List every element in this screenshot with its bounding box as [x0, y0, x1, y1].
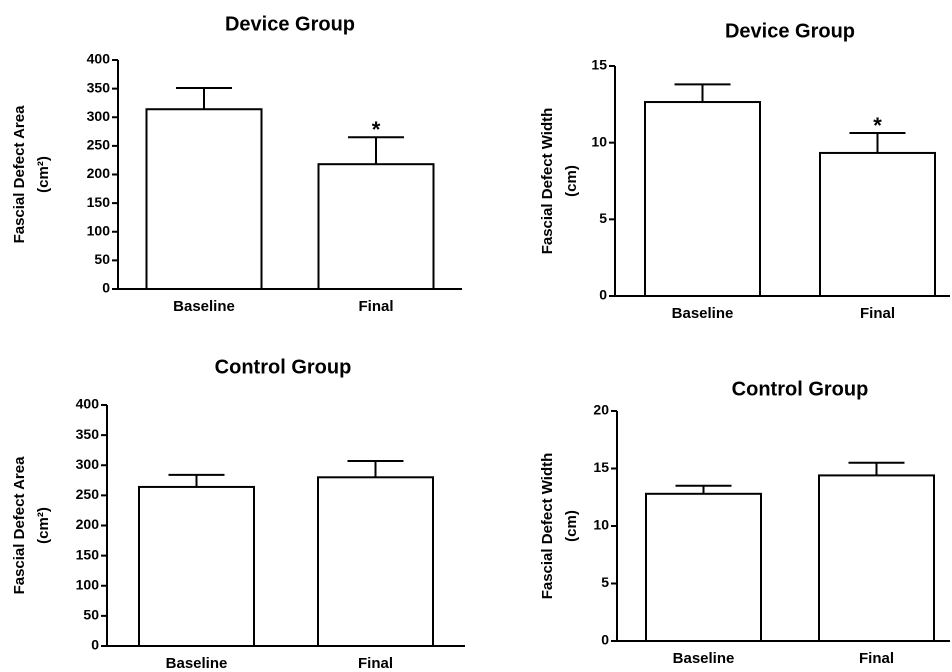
y-tick-label: 200 [76, 516, 100, 532]
y-tick-label: 5 [599, 210, 607, 226]
y-axis-label: (cm²) [35, 507, 52, 544]
y-tick-label: 0 [102, 280, 110, 296]
y-tick-label: 100 [76, 576, 100, 592]
y-tick-label: 300 [76, 456, 100, 472]
y-tick-label: 150 [76, 546, 100, 562]
y-tick-label: 15 [591, 57, 607, 73]
x-tick-label: Final [859, 650, 894, 667]
y-tick-label: 0 [91, 637, 99, 653]
x-tick-label: Final [358, 655, 393, 672]
significance-marker: * [372, 117, 381, 142]
y-tick-label: 300 [87, 108, 111, 124]
y-tick-label: 400 [87, 51, 111, 67]
bar [644, 101, 761, 297]
x-tick-label: Final [358, 298, 393, 315]
y-axis-label: Fascial Defect Area [11, 456, 28, 595]
y-tick-label: 250 [87, 137, 111, 153]
x-tick-label: Baseline [672, 305, 734, 322]
y-axis-label: Fascial Defect Width [539, 453, 556, 600]
x-tick-label: Final [860, 305, 895, 322]
y-tick-label: 15 [593, 459, 609, 475]
significance-marker: * [873, 113, 882, 138]
y-tick-label: 50 [94, 251, 110, 267]
bar [138, 485, 255, 647]
y-axis-label: (cm²) [35, 156, 52, 193]
y-axis-label: (cm) [563, 165, 580, 197]
y-tick-label: 150 [87, 194, 111, 210]
y-tick-label: 250 [76, 486, 100, 502]
y-tick-label: 0 [601, 632, 609, 648]
y-tick-label: 10 [591, 133, 607, 149]
x-tick-label: Baseline [673, 650, 735, 667]
y-tick-label: 50 [83, 607, 99, 623]
panel-title: Control Group [732, 378, 869, 400]
panel-title: Device Group [725, 20, 855, 42]
bar [818, 474, 935, 642]
y-axis-label: Fascial Defect Width [539, 108, 556, 255]
y-tick-label: 100 [87, 222, 111, 238]
bar [317, 476, 434, 647]
y-axis-label: Fascial Defect Area [11, 105, 28, 244]
bar [645, 492, 762, 642]
panel-title: Control Group [215, 356, 352, 378]
x-tick-label: Baseline [166, 655, 228, 672]
bar [819, 151, 936, 297]
y-tick-label: 0 [599, 287, 607, 303]
y-axis-label: (cm) [563, 510, 580, 542]
bar [317, 163, 435, 291]
y-tick-label: 350 [87, 79, 111, 95]
y-tick-label: 5 [601, 574, 609, 590]
y-tick-label: 400 [76, 396, 100, 412]
panel-title: Device Group [225, 13, 355, 35]
x-tick-label: Baseline [173, 298, 235, 315]
y-tick-label: 350 [76, 426, 100, 442]
y-tick-label: 20 [593, 402, 609, 418]
y-tick-label: 10 [593, 517, 609, 533]
bar [145, 108, 263, 290]
y-tick-label: 200 [87, 165, 111, 181]
